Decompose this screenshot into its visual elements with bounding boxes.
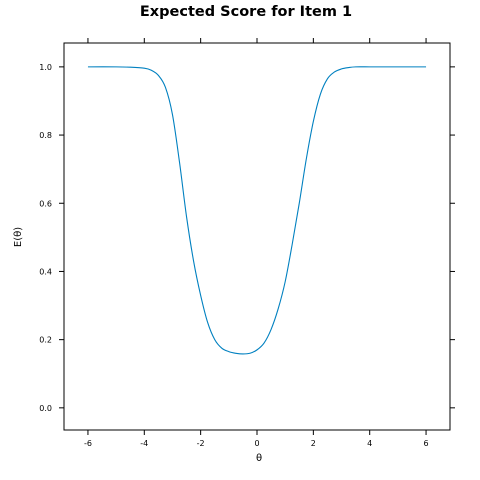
y-axis-label: E(θ) [13,227,24,247]
ticks-layer [59,38,455,435]
x-tick-label: -2 [197,439,205,448]
y-tick-label: 0.8 [39,131,52,140]
y-tick-label: 1.0 [39,63,52,72]
x-tick-label: -6 [84,439,92,448]
series-layer [87,66,427,355]
y-tick-label: 0.0 [39,404,52,413]
y-tick-label: 0.4 [39,267,52,276]
x-tick-label: 0 [254,439,259,448]
chart-title: Expected Score for Item 1 [140,4,352,20]
y-tick-label: 0.6 [39,199,52,208]
x-tick-label: -4 [140,439,148,448]
x-tick-label: 6 [424,439,429,448]
x-tick-label: 2 [311,439,316,448]
labels-layer: -6 -4 -2 0 2 4 6 0.0 0.2 0.4 0.6 0.8 1.0 [39,63,428,448]
series-line [87,66,427,355]
plot-frame [63,42,451,431]
y-tick-label: 0.2 [39,336,52,345]
x-tick-label: 4 [367,439,372,448]
x-axis-label: θ [256,453,262,464]
